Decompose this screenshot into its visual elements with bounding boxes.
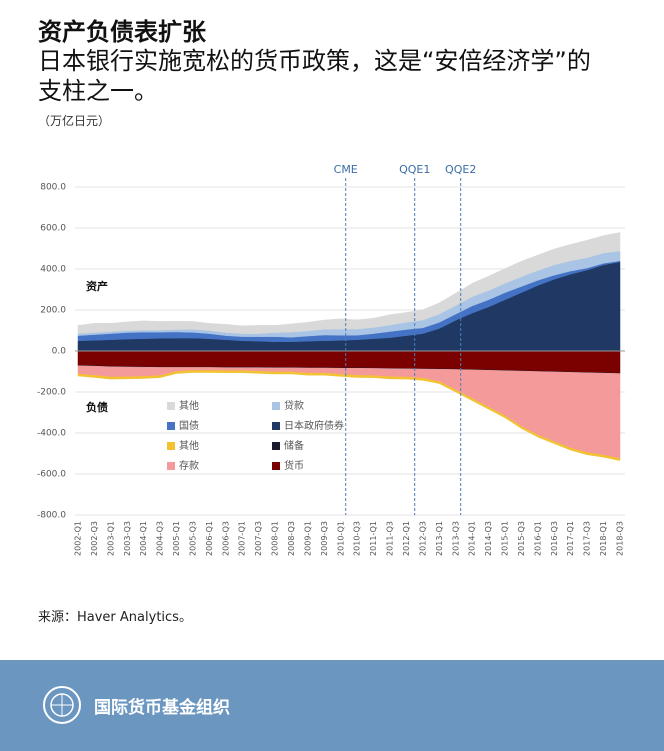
area-label: 资产 — [86, 279, 108, 293]
x-tick-label: 2014-Q1 — [468, 521, 477, 556]
legend-label: 日本政府债券 — [284, 419, 344, 432]
x-tick-label: 2014-Q3 — [484, 521, 493, 556]
org-name: 国际货币基金组织 — [94, 698, 230, 718]
annotation-label: CME — [334, 163, 358, 176]
legend-swatch — [272, 462, 280, 470]
area — [77, 365, 621, 459]
area — [77, 370, 621, 461]
x-tick-label: 2012-Q1 — [402, 521, 411, 556]
x-tick-label: 2003-Q1 — [106, 521, 115, 556]
legend-label: 国债 — [179, 419, 199, 432]
y-tick-label: -800.0 — [37, 511, 66, 521]
x-tick-label: 2013-Q1 — [435, 521, 444, 556]
annotation-label: QQE2 — [445, 163, 476, 176]
x-tick-label: 2003-Q3 — [123, 521, 132, 556]
x-tick-label: 2017-Q3 — [583, 521, 592, 556]
legend-label: 其他 — [179, 399, 199, 412]
y-tick-label: -200.0 — [37, 388, 66, 398]
x-tick-label: 2006-Q1 — [205, 521, 214, 556]
y-tick-label: 800.0 — [40, 183, 66, 193]
source: 来源：Haver Analytics。 — [38, 610, 192, 625]
x-tick-label: 2012-Q3 — [418, 521, 427, 556]
x-tick-label: 2004-Q1 — [139, 521, 148, 556]
legend-swatch — [167, 442, 175, 450]
x-tick-label: 2008-Q1 — [271, 521, 280, 556]
x-tick-label: 2005-Q1 — [172, 521, 181, 556]
legend-swatch — [167, 402, 175, 410]
annotation-label: QQE1 — [399, 163, 430, 176]
x-tick-label: 2008-Q3 — [287, 521, 296, 556]
legend-swatch — [272, 442, 280, 450]
title: 资产负债表扩张 — [38, 18, 206, 46]
y-tick-label: 0.0 — [52, 347, 67, 357]
x-tick-label: 2016-Q1 — [533, 521, 542, 556]
x-tick-label: 2013-Q3 — [451, 521, 460, 556]
footer: 国际货币基金组织 — [0, 660, 664, 751]
legend-swatch — [272, 422, 280, 430]
unit-label: （万亿日元） — [38, 114, 111, 128]
legend-label: 货币 — [284, 459, 304, 472]
chart: -800.0 -600.0 -400.0 -200.0 0.0 200.0 400.0 600… — [37, 163, 625, 556]
y-tick-label: -600.0 — [37, 470, 66, 480]
area-label: 负债 — [86, 400, 108, 414]
legend-swatch — [167, 462, 175, 470]
legend-label: 其他 — [179, 439, 199, 452]
x-tick-label: 2006-Q3 — [221, 521, 230, 556]
x-tick-label: 2010-Q1 — [336, 521, 345, 556]
legend-label: 存款 — [179, 459, 199, 472]
y-tick-label: 400.0 — [40, 265, 66, 275]
y-tick-label: 200.0 — [40, 306, 66, 316]
legend-swatch — [272, 402, 280, 410]
x-tick-label: 2011-Q1 — [369, 521, 378, 556]
x-tick-label: 2015-Q1 — [501, 521, 510, 556]
legend-label: 贷款 — [284, 399, 304, 412]
x-tick-label: 2007-Q3 — [254, 521, 263, 556]
area — [77, 232, 621, 334]
y-tick-label: -400.0 — [37, 429, 66, 439]
y-tick-label: 600.0 — [40, 224, 66, 234]
logo — [43, 686, 81, 724]
x-tick-label: 2015-Q3 — [517, 521, 526, 556]
legend-swatch — [167, 422, 175, 430]
x-tick-label: 2016-Q3 — [550, 521, 559, 556]
subtitle: 日本银行实施宽松的货币政策，这是“安倍经济学”的支柱之一。 — [38, 47, 591, 105]
x-tick-label: 2018-Q1 — [599, 521, 608, 556]
x-tick-label: 2002-Q3 — [90, 521, 99, 556]
x-tick-label: 2010-Q3 — [353, 521, 362, 556]
x-tick-label: 2018-Q3 — [616, 521, 625, 556]
x-tick-label: 2009-Q1 — [303, 521, 312, 556]
x-tick-label: 2004-Q3 — [156, 521, 165, 556]
legend-label: 储备 — [284, 439, 304, 452]
x-tick-label: 2007-Q1 — [238, 521, 247, 556]
x-tick-label: 2011-Q3 — [386, 521, 395, 556]
x-tick-label: 2009-Q3 — [320, 521, 329, 556]
x-tick-label: 2005-Q3 — [188, 521, 197, 556]
x-tick-label: 2002-Q1 — [74, 521, 83, 556]
x-tick-label: 2017-Q1 — [566, 521, 575, 556]
